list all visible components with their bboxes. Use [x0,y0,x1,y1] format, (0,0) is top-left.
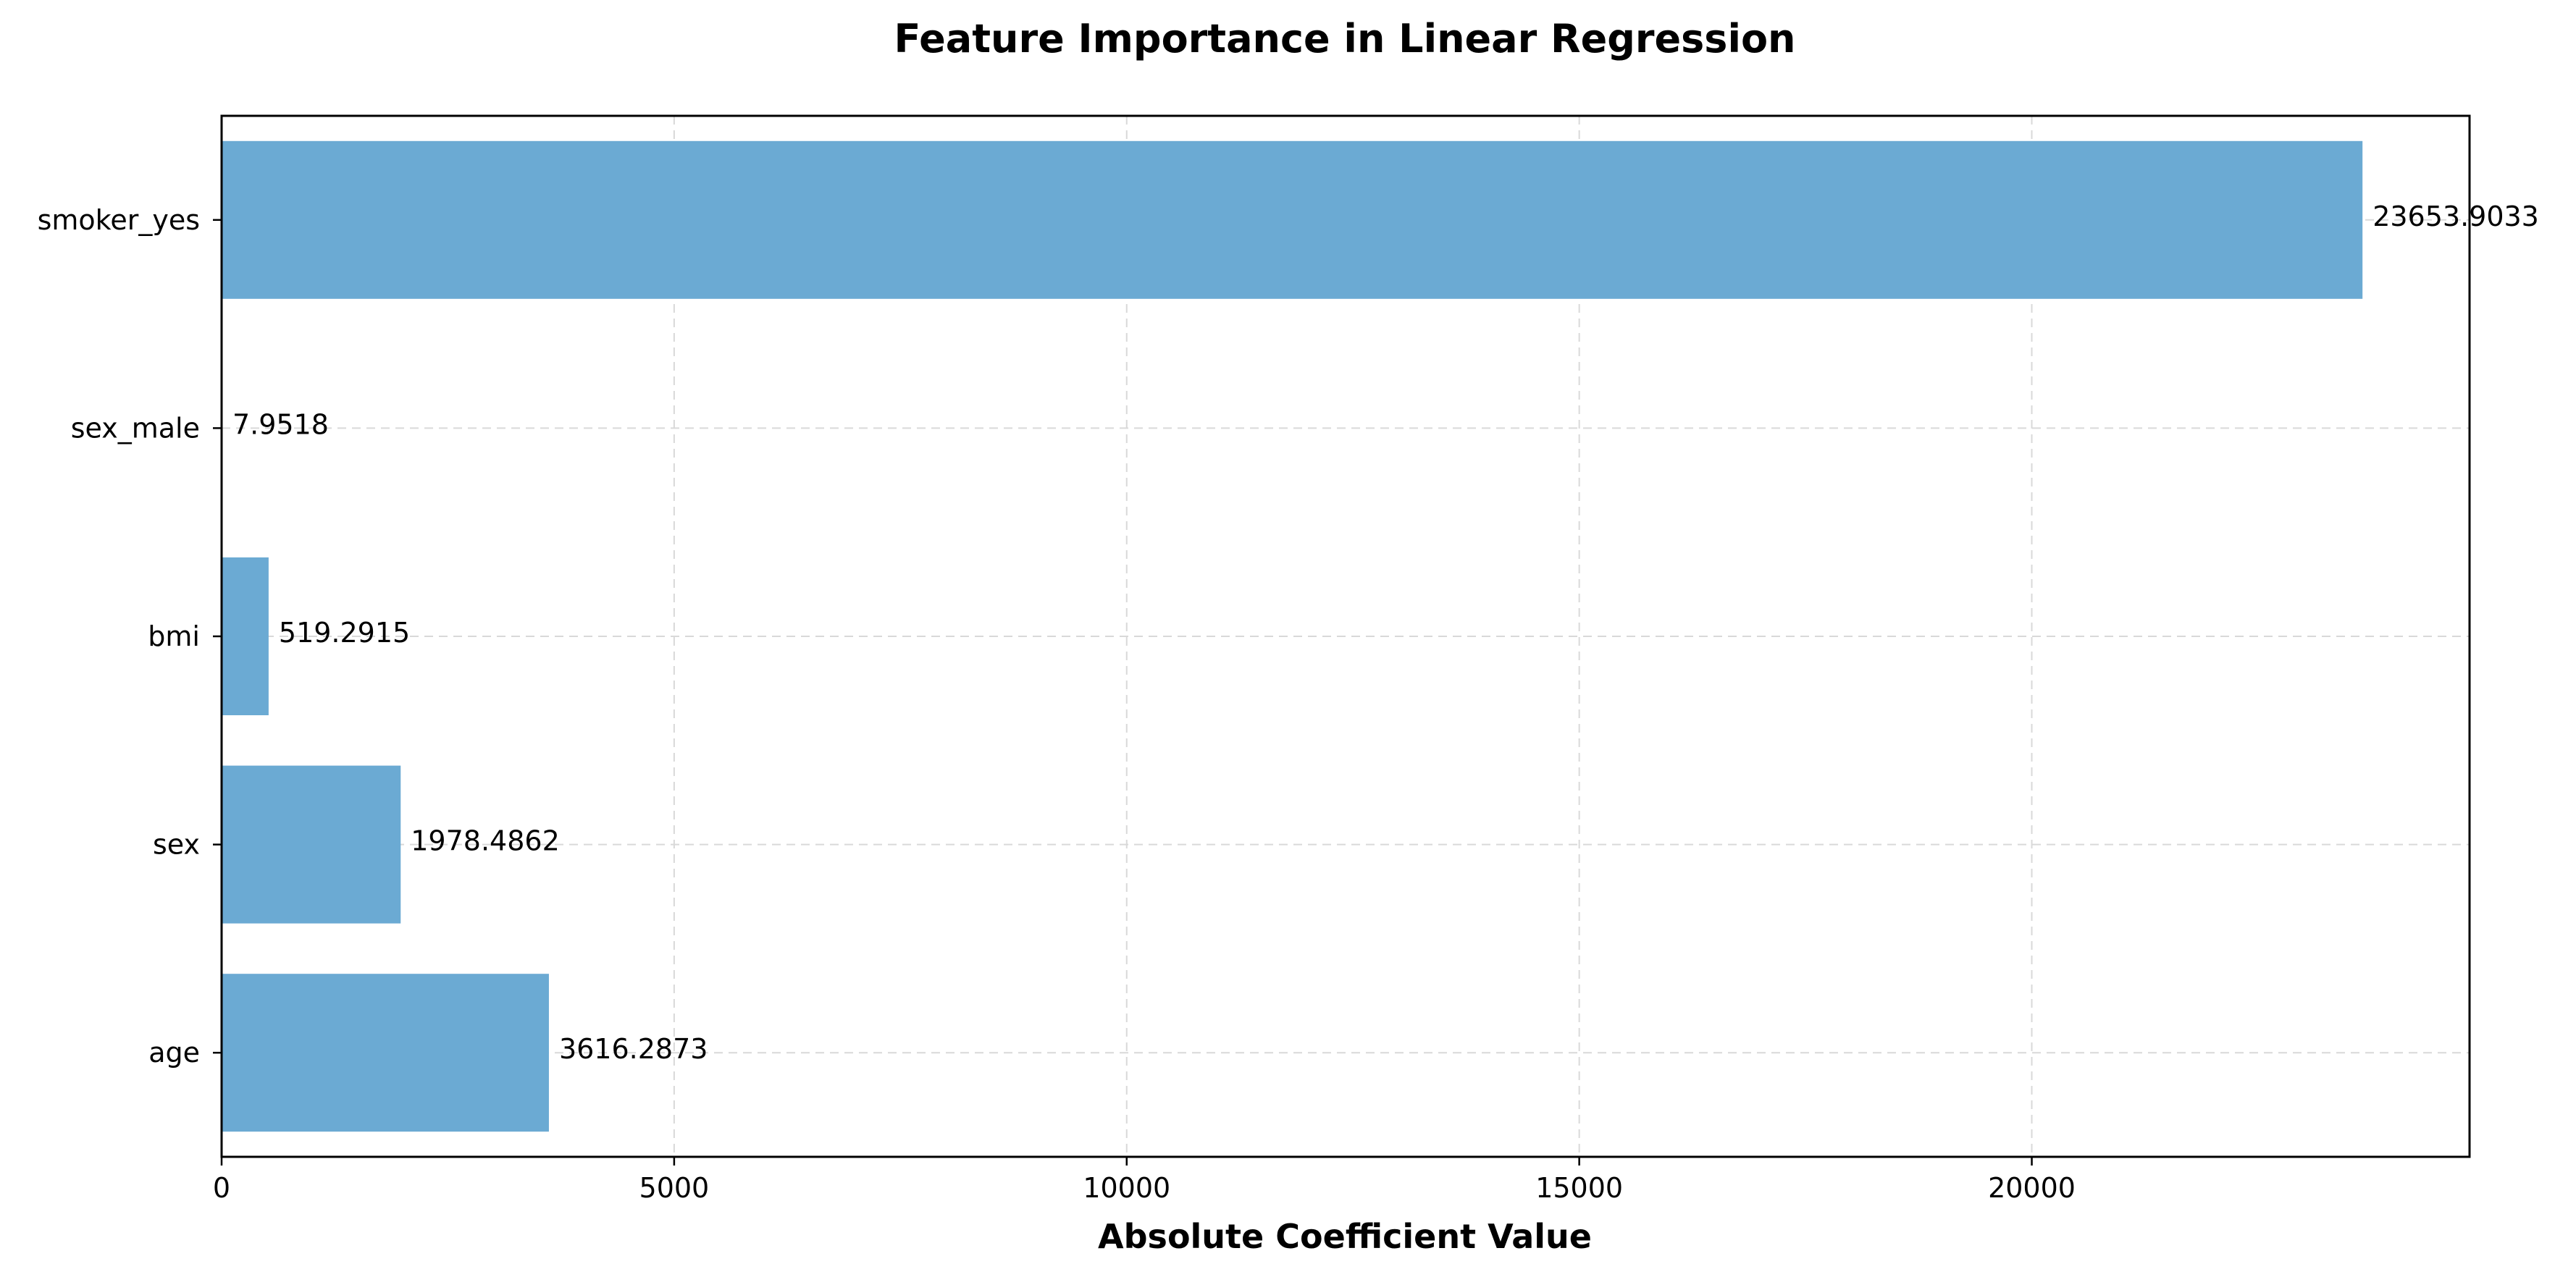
bar-sex [222,765,401,924]
bar-smoker-yes [222,140,2363,299]
x-tick-label: 0 [213,1172,230,1204]
x-tick-label: 15000 [1535,1172,1623,1204]
y-tick-label: age [148,1037,200,1069]
bar-bmi [222,557,269,715]
bar-value-label: 3616.2873 [559,1033,708,1065]
bar-value-label: 1978.4862 [411,825,560,857]
bar-value-label: 23653.9033 [2372,201,2539,232]
bars-layer [222,140,2363,1132]
bar-age [222,974,549,1132]
chart-title: Feature Importance in Linear Regression [894,16,1795,62]
y-tick-label: smoker_yes [38,204,200,236]
y-tick-label: bmi [148,620,200,652]
x-tick-label: 20000 [1988,1172,2076,1204]
labels-layer: 0 5000 10000 15000 20000 age 3616.2873 sex 1978.… [38,201,2539,1204]
y-tick-label: sex [153,829,200,861]
bar-value-label: 519.2915 [279,617,410,649]
ticks-layer [213,219,2033,1166]
bar-value-label: 7.9518 [232,408,329,440]
x-axis-label: Absolute Coefficient Value [1098,1217,1592,1256]
y-tick-label: sex_male [71,412,200,444]
x-tick-label: 10000 [1083,1172,1170,1204]
x-tick-label: 5000 [639,1172,710,1204]
